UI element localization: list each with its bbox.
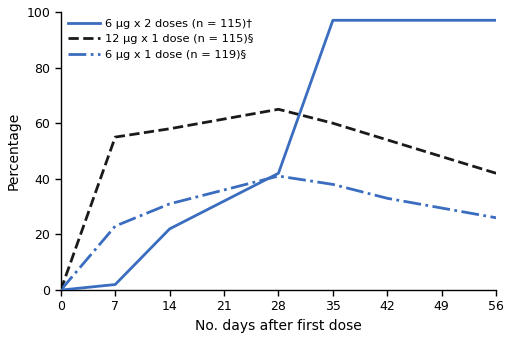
Y-axis label: Percentage: Percentage — [7, 112, 21, 190]
X-axis label: No. days after first dose: No. days after first dose — [195, 319, 362, 333]
Legend: 6 μg x 2 doses (n = 115)†, 12 μg x 1 dose (n = 115)§, 6 μg x 1 dose (n = 119)§: 6 μg x 2 doses (n = 115)†, 12 μg x 1 dos… — [64, 15, 257, 64]
